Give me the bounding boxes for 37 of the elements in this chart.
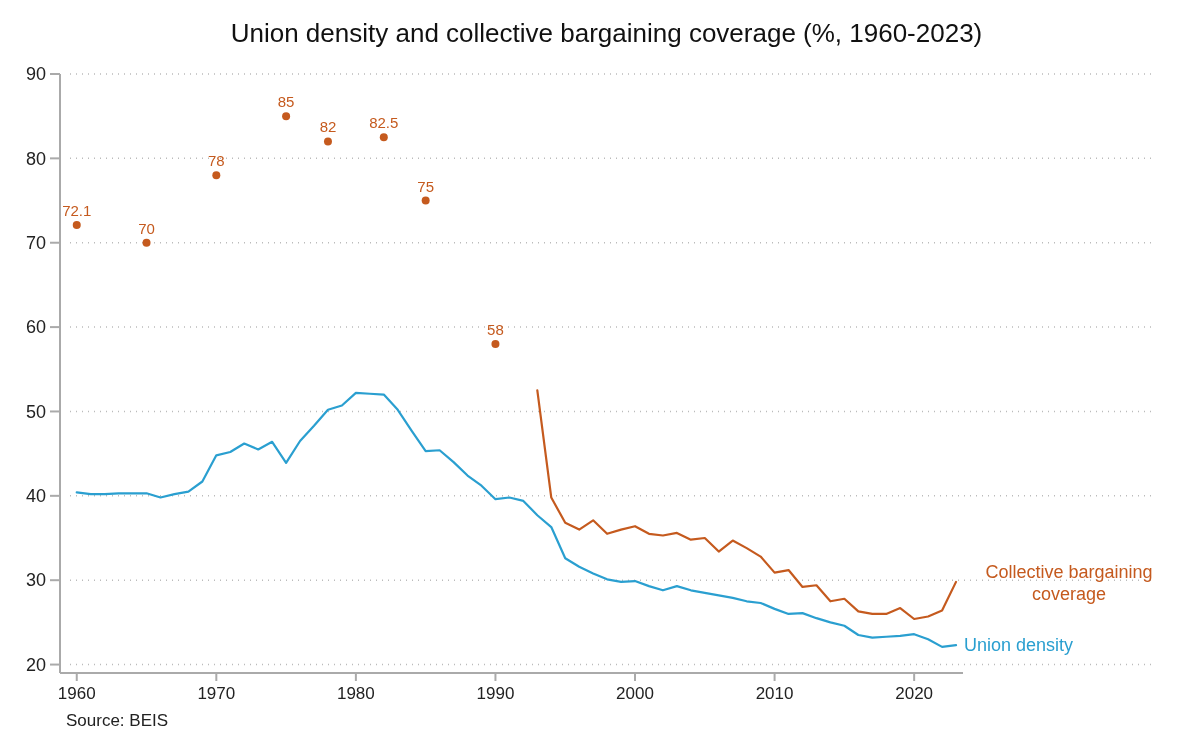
data-label: 82 [319, 118, 337, 136]
data-label: 72.1 [62, 202, 92, 220]
x-tick-label: 2010 [755, 684, 794, 703]
x-tick-label: 1980 [336, 684, 375, 703]
y-tick-label: 80 [25, 148, 46, 169]
y-tick-label: 20 [25, 654, 46, 675]
x-tick-label: 1970 [197, 684, 236, 703]
y-tick-label: 70 [25, 233, 46, 254]
y-tick-label: 30 [25, 570, 46, 591]
line-series [75, 391, 958, 648]
point [282, 112, 291, 121]
series-label: Collective bargaining coverage [985, 561, 1153, 604]
point [379, 133, 388, 142]
point [421, 196, 430, 205]
x-tick-label: 2000 [616, 684, 654, 703]
data-label: 58 [487, 320, 504, 338]
data-label: 82.5 [369, 114, 399, 132]
point [323, 137, 332, 146]
point [212, 171, 221, 180]
data-label: 78 [207, 152, 225, 170]
data-label: 85 [277, 93, 295, 111]
line-series [536, 389, 958, 621]
point [72, 221, 81, 230]
source-note: Source: BEIS [66, 711, 169, 730]
x-tick-label: 2020 [895, 684, 934, 703]
x-tick-label: 1960 [57, 684, 96, 703]
y-tick-label: 90 [25, 64, 46, 85]
data-label: 70 [138, 219, 155, 237]
chart-title: Union density and collective bargaining coverage (%, 1960-2023) [230, 18, 983, 48]
point [491, 339, 500, 348]
x-tick-label: 1990 [476, 684, 515, 703]
point [142, 238, 151, 247]
y-tick-label: 40 [25, 486, 46, 507]
y-tick-label: 50 [25, 401, 46, 422]
series-label: Union density [964, 635, 1074, 656]
y-tick-label: 60 [25, 317, 46, 338]
data-label: 75 [417, 177, 435, 195]
